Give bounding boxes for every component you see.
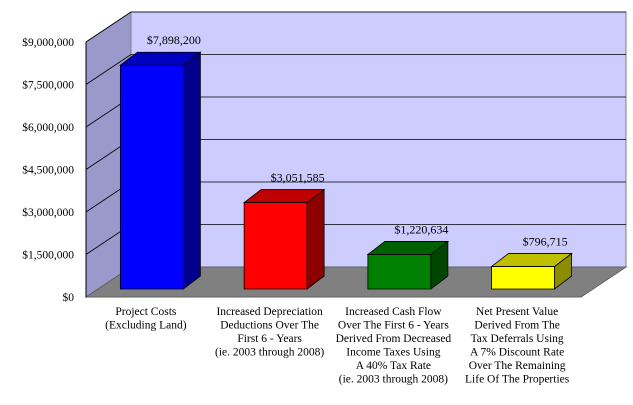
y-tick-label: $3,000,000 (22, 206, 74, 219)
bar-front (491, 266, 556, 290)
bar-side (306, 188, 325, 290)
bar (242, 188, 326, 290)
y-tick-label: $4,500,000 (22, 164, 74, 177)
bar-front (119, 64, 184, 290)
bar-top (366, 241, 450, 255)
bar-top (490, 253, 573, 267)
floor (84, 266, 628, 298)
bar-top (242, 189, 326, 203)
x-tick-label: Project Costs (Excluding Land) (105, 306, 187, 332)
x-tick-label: Net Present Value Derived From The Tax Def… (465, 306, 570, 386)
data-labels: $7,898,200 $3,051,585 $1,220,634 $796,715 (147, 33, 568, 248)
data-label: $1,220,634 (394, 222, 448, 236)
bar (119, 51, 202, 290)
data-label: $3,051,585 (271, 171, 325, 185)
y-axis-ticks: $0 $1,500,000 $3,000,000 $4,500,000 $6,000,0… (22, 36, 74, 304)
data-label: $796,715 (523, 234, 568, 248)
bars (119, 51, 573, 290)
bar (366, 240, 450, 290)
x-tick-label: Increased Cash Flow Over The First 6 - Ye… (336, 306, 452, 386)
y-tick-label: $7,500,000 (22, 79, 74, 92)
y-tick-label: $6,000,000 (22, 121, 74, 134)
x-axis-ticks: Project Costs (Excluding Land) Increased D… (105, 306, 570, 386)
y-tick-label: $0 (63, 291, 75, 304)
data-label: $7,898,200 (147, 33, 201, 47)
bar (490, 252, 573, 290)
x-tick-label: Increased Depreciation Deductions Over Th… (215, 306, 324, 359)
bar-front (243, 202, 308, 290)
bar-top (119, 51, 202, 66)
gridline (85, 54, 626, 85)
y-tick-label: $9,000,000 (22, 36, 74, 49)
y-tick-label: $1,500,000 (22, 249, 74, 262)
bar-side (182, 51, 201, 290)
bar-front (367, 254, 432, 290)
gridline (85, 11, 626, 43)
